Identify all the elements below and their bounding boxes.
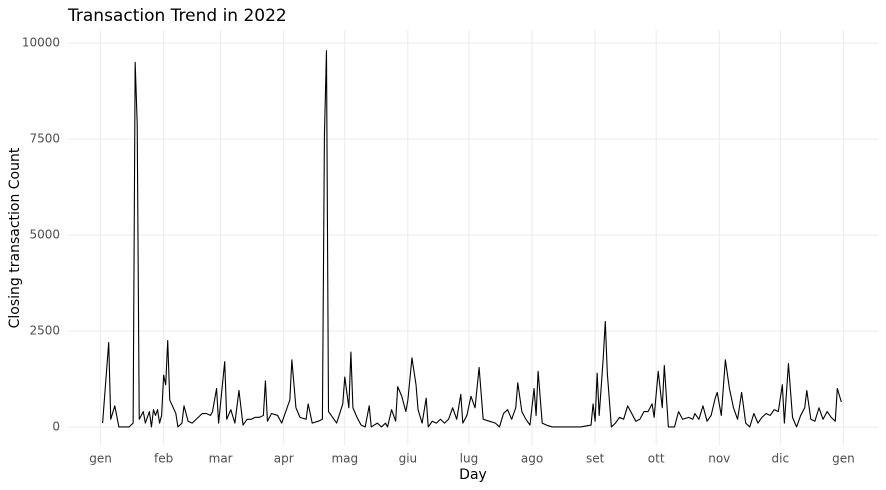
x-tick-label: feb xyxy=(154,452,173,466)
y-tick-label: 7500 xyxy=(29,132,60,146)
x-tick-label: nov xyxy=(708,452,730,466)
x-tick-label: mar xyxy=(209,452,233,466)
x-tick-label: apr xyxy=(274,452,294,466)
x-tick-label: lug xyxy=(460,452,479,466)
y-axis-title: Closing transaction Count xyxy=(7,147,23,328)
x-axis-title: Day xyxy=(459,467,487,483)
y-tick-label: 5000 xyxy=(29,228,60,242)
chart-title: Transaction Trend in 2022 xyxy=(67,6,287,26)
x-tick-label: giu xyxy=(399,452,418,466)
x-tick-label: dic xyxy=(772,452,790,466)
x-tick-label: set xyxy=(586,452,605,466)
data-line xyxy=(102,50,842,428)
y-tick-label: 10000 xyxy=(22,36,60,50)
y-tick-label: 0 xyxy=(52,419,60,433)
x-tick-label: gen xyxy=(832,452,855,466)
x-tick-label: gen xyxy=(89,452,112,466)
x-tick-label: mag xyxy=(331,452,358,466)
y-tick-label: 2500 xyxy=(29,323,60,337)
x-tick-label: ott xyxy=(648,452,665,466)
x-tick-label: ago xyxy=(521,452,543,466)
